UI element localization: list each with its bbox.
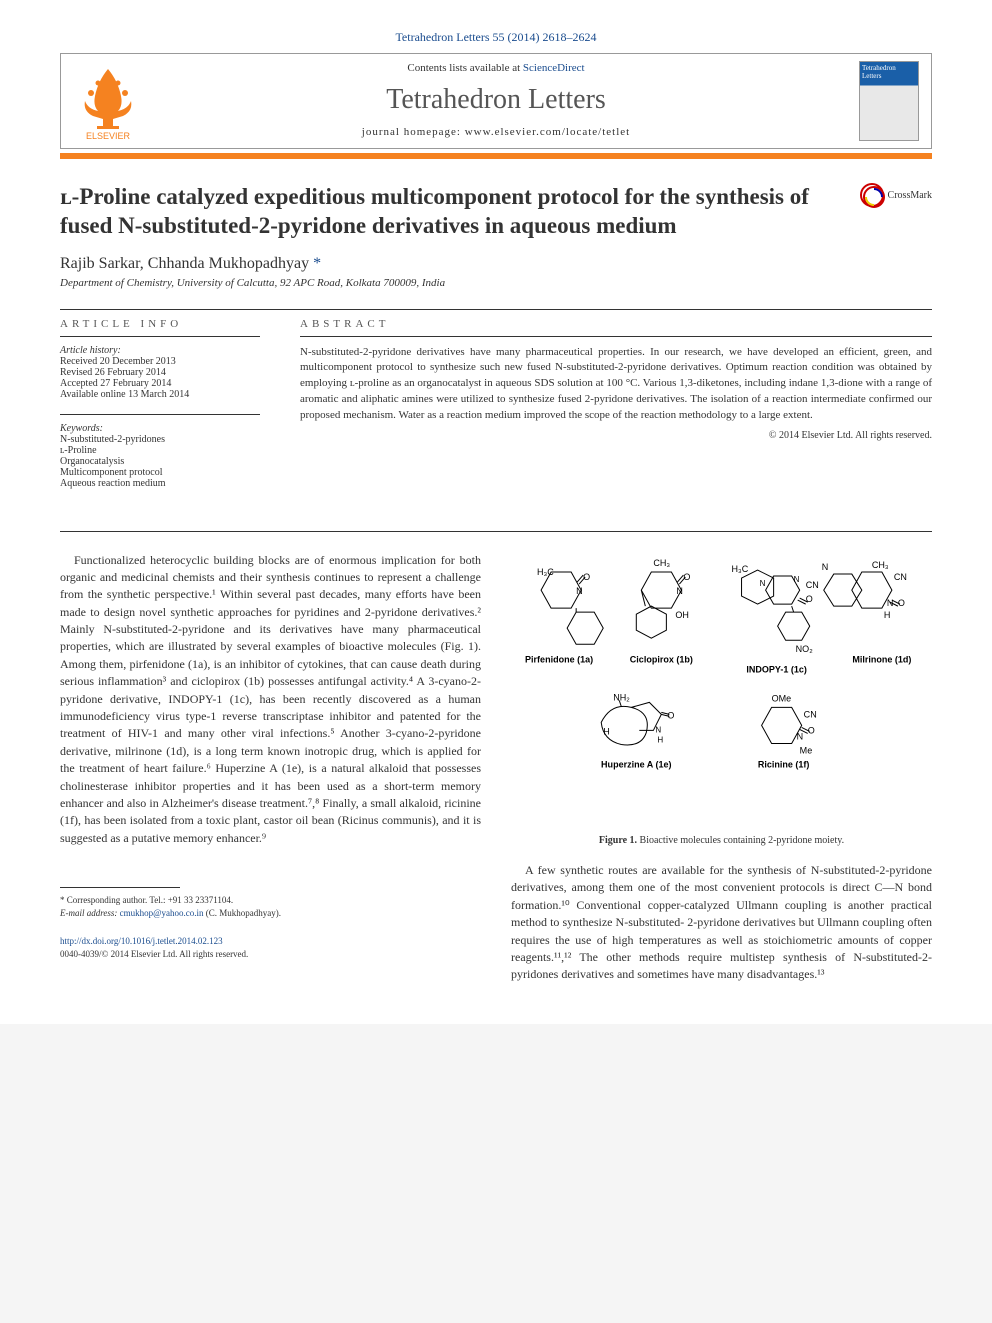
body-paragraph-2: A few synthetic routes are available for…	[511, 862, 932, 984]
corresponding-footnote: * Corresponding author. Tel.: +91 33 233…	[60, 894, 481, 919]
keyword: N-substituted-2-pyridones	[60, 434, 260, 445]
journal-header: ELSEVIER Tetrahedron Letters Contents li…	[60, 53, 932, 149]
svg-text:N: N	[797, 731, 804, 741]
svg-text:H: H	[884, 610, 891, 620]
abstract-column: ABSTRACT N-substituted-2-pyridone deriva…	[300, 310, 932, 503]
svg-text:N: N	[676, 586, 683, 596]
svg-text:H₃C: H₃C	[732, 564, 749, 574]
abstract-copyright: © 2014 Elsevier Ltd. All rights reserved…	[300, 430, 932, 441]
email-label: E-mail address:	[60, 908, 120, 918]
keywords-block: Keywords: N-substituted-2-pyridones ʟ-Pr…	[60, 423, 260, 489]
svg-text:NO₂: NO₂	[796, 644, 814, 654]
figure-1-caption: Figure 1. Bioactive molecules containing…	[511, 834, 932, 849]
journal-cover-label: Tetrahedron Letters	[860, 62, 918, 82]
authors: Rajib Sarkar, Chhanda Mukhopadhyay *	[60, 255, 932, 273]
online-date: Available online 13 March 2014	[60, 389, 260, 400]
svg-text:CH₃: CH₃	[653, 558, 670, 568]
crossmark-icon	[860, 183, 884, 207]
journal-name: Tetrahedron Letters	[61, 78, 931, 122]
revised-date: Revised 26 February 2014	[60, 367, 260, 378]
svg-text:N: N	[794, 575, 800, 584]
issn-copyright: 0040-4039/© 2014 Elsevier Ltd. All right…	[60, 948, 481, 961]
article-info-label: ARTICLE INFO	[60, 318, 260, 337]
received-date: Received 20 December 2013	[60, 356, 260, 367]
elsevier-text: ELSEVIER	[86, 131, 131, 141]
svg-text:N: N	[760, 579, 766, 588]
svg-text:OMe: OMe	[772, 693, 792, 703]
svg-text:O: O	[667, 710, 674, 720]
contents-available: Contents lists available at ScienceDirec…	[61, 54, 931, 78]
email-link[interactable]: cmukhop@yahoo.co.in	[120, 908, 204, 918]
svg-text:Ricinine (1f): Ricinine (1f)	[758, 759, 810, 769]
svg-text:H₃C: H₃C	[537, 567, 554, 577]
abstract-label: ABSTRACT	[300, 318, 932, 337]
figure-1-structures: H₃C N O Pirfenidone (1a) CH₃	[511, 552, 932, 823]
svg-text:Ciclopirox (1b): Ciclopirox (1b)	[630, 654, 693, 664]
body-paragraph-1: Functionalized heterocyclic building blo…	[60, 552, 481, 848]
affiliation: Department of Chemistry, University of C…	[60, 277, 932, 289]
email-person: (C. Mukhopadhyay).	[203, 908, 281, 918]
svg-text:O: O	[806, 594, 813, 604]
keyword: ʟ-Proline	[60, 445, 260, 456]
author-names: Rajib Sarkar, Chhanda Mukhopadhyay	[60, 255, 309, 272]
article-title: ʟ-Proline catalyzed expeditious multicom…	[60, 183, 840, 241]
corr-author-line: * Corresponding author. Tel.: +91 33 233…	[60, 894, 481, 907]
svg-text:Me: Me	[800, 745, 813, 755]
svg-text:Pirfenidone (1a): Pirfenidone (1a)	[525, 654, 593, 664]
right-column: H₃C N O Pirfenidone (1a) CH₃	[511, 552, 932, 984]
homepage-label: journal homepage:	[362, 126, 465, 138]
svg-text:H: H	[603, 726, 610, 736]
svg-text:H: H	[657, 735, 663, 744]
sciencedirect-link[interactable]: ScienceDirect	[523, 62, 585, 74]
accent-bar	[60, 153, 932, 159]
keyword: Multicomponent protocol	[60, 467, 260, 478]
title-row: ʟ-Proline catalyzed expeditious multicom…	[60, 183, 932, 241]
figure-caption-text: Bioactive molecules containing 2-pyridon…	[637, 835, 844, 846]
crossmark-label: CrossMark	[888, 190, 932, 201]
svg-text:N: N	[655, 725, 661, 734]
accepted-date: Accepted 27 February 2014	[60, 378, 260, 389]
figure-caption-label: Figure 1.	[599, 835, 637, 846]
svg-text:OH: OH	[675, 610, 689, 620]
svg-text:CN: CN	[894, 572, 907, 582]
journal-homepage: journal homepage: www.elsevier.com/locat…	[61, 122, 931, 148]
svg-text:Milrinone (1d): Milrinone (1d)	[852, 654, 911, 664]
figure-1: H₃C N O Pirfenidone (1a) CH₃	[511, 552, 932, 849]
svg-text:CH₃: CH₃	[872, 560, 889, 570]
citation-link[interactable]: Tetrahedron Letters 55 (2014) 2618–2624	[60, 30, 932, 45]
keyword: Aqueous reaction medium	[60, 478, 260, 489]
history-block: Article history: Received 20 December 20…	[60, 345, 260, 400]
page-root: Tetrahedron Letters 55 (2014) 2618–2624 …	[0, 0, 992, 1024]
svg-text:CN: CN	[806, 580, 819, 590]
left-column: Functionalized heterocyclic building blo…	[60, 552, 481, 984]
svg-text:Huperzine A (1e): Huperzine A (1e)	[601, 759, 671, 769]
keywords-label: Keywords:	[60, 423, 260, 434]
contents-text: Contents lists available at	[407, 62, 522, 74]
info-abstract-row: ARTICLE INFO Article history: Received 2…	[60, 309, 932, 503]
homepage-url[interactable]: www.elsevier.com/locate/tetlet	[465, 126, 631, 138]
svg-text:N: N	[822, 562, 829, 572]
keyword: Organocatalysis	[60, 456, 260, 467]
footnote-separator	[60, 887, 180, 888]
abstract-text: N-substituted-2-pyridone derivatives hav…	[300, 345, 932, 425]
doi-block: http://dx.doi.org/10.1016/j.tetlet.2014.…	[60, 935, 481, 961]
corresponding-marker[interactable]: *	[313, 255, 321, 272]
svg-text:N: N	[576, 586, 583, 596]
journal-cover-thumbnail[interactable]: Tetrahedron Letters	[859, 61, 919, 141]
crossmark-badge[interactable]: CrossMark	[860, 183, 932, 207]
svg-text:O: O	[683, 572, 690, 582]
svg-text:INDOPY-1 (1c): INDOPY-1 (1c)	[746, 664, 807, 674]
body-columns: Functionalized heterocyclic building blo…	[60, 552, 932, 984]
doi-link[interactable]: http://dx.doi.org/10.1016/j.tetlet.2014.…	[60, 936, 223, 946]
article-info-column: ARTICLE INFO Article history: Received 2…	[60, 310, 260, 503]
elsevier-logo[interactable]: ELSEVIER	[73, 61, 143, 141]
svg-text:NH₂: NH₂	[613, 692, 630, 702]
svg-text:CN: CN	[804, 709, 817, 719]
history-label: Article history:	[60, 345, 260, 356]
svg-text:O: O	[583, 572, 590, 582]
